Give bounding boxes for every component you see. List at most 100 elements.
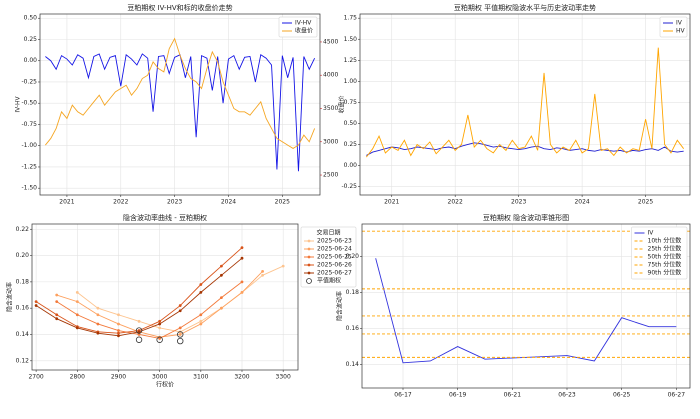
x-tick-label: 06-17 [394,392,412,399]
legend-label: IV [676,20,683,27]
y-tick-label: -0.25 [21,78,37,85]
x-tick-label: 3300 [276,374,291,381]
x-tick-label: 2700 [28,374,43,381]
point [199,313,203,317]
x-tick-label: 2023 [511,199,526,206]
legend-label: 2025-06-24 [317,246,352,253]
series-line [366,142,684,156]
legend-label: 平值期权 [317,277,341,285]
legend-box [659,16,688,38]
y-tick-label: 0.75 [344,99,358,106]
point [178,304,182,307]
x-tick-label: 2900 [111,374,126,381]
x-tick-label: 2022 [113,199,128,206]
x-tick-label: 2021 [384,199,399,206]
legend-swatch [306,278,312,284]
y-axis-label: 隐含波动率 [6,282,14,312]
y-tick-label: 0.00 [24,57,38,64]
y-tick-label: -1.00 [21,142,37,149]
legend-label: HV [676,28,686,35]
atm-marker [135,327,143,334]
y-tick-label: 1.25 [344,57,358,64]
y-tick-label: 1.50 [344,36,358,43]
atm-marker [135,336,143,343]
y2-tick-label: 3000 [323,138,338,145]
y-tick-label: 0.00 [344,162,358,169]
point [158,322,162,326]
point [96,322,100,326]
y-tick-label: 0.20 [346,253,360,260]
y-tick-label: 0.20 [16,252,30,259]
x-tick-label: 2025 [638,199,653,206]
point [220,306,223,310]
point [55,293,59,297]
x-tick-label: 3200 [234,374,249,381]
point [117,329,120,332]
y2-tick-label: 4500 [323,38,338,45]
point [199,319,203,323]
point [199,283,203,286]
x-tick-label: 2021 [59,199,74,206]
point [96,306,100,310]
point [240,246,244,250]
point [220,273,223,277]
plot-frame [39,13,321,196]
legend-swatch-marker [307,255,311,259]
point [117,331,120,335]
legend-label: 2025-06-27 [317,270,352,277]
legend-box [278,16,318,38]
point [137,330,141,334]
plot-area [360,14,690,195]
plot-frame [361,223,691,389]
point [178,333,182,336]
x-tick-label: 2024 [574,199,589,206]
y-tick-label: 0.50 [344,120,358,127]
x-tick-label: 2022 [448,199,463,206]
point [158,326,162,330]
point [178,309,182,313]
legend-box [300,226,357,288]
point [240,280,244,284]
y-tick-label: 0.14 [346,361,360,368]
series-line [365,47,685,158]
y-tick-label: 1.75 [344,15,358,22]
point [220,296,223,300]
x-tick-label: 2800 [70,374,85,381]
y-tick-label: 0.18 [346,289,360,296]
legend-box [631,226,688,280]
x-tick-label: 3000 [152,374,167,381]
y-tick-label: 0.16 [346,325,360,332]
point [75,290,79,294]
x-tick-label: 06-19 [449,392,467,399]
point [75,313,79,317]
atm-marker [156,336,163,343]
chart-title: 豆粕期权 隐含波动率锥形图 [483,213,569,222]
point [137,333,141,336]
y-tick-label: -0.75 [21,121,37,128]
point [178,326,182,330]
point [96,313,100,317]
legend-label: 90th 分位数 [648,269,682,277]
plot-area [32,224,298,370]
legend-title: 交易日期 [316,229,340,237]
point [55,300,59,304]
x-tick-label: 06-25 [613,392,631,399]
point [75,300,79,304]
x-tick-label: 06-21 [504,392,522,399]
point [117,322,120,326]
series-line [56,281,243,339]
y-tick-label: -0.25 [341,183,357,190]
point [240,290,244,294]
legend-label: IV-HV [295,20,312,27]
y-tick-label: 0.25 [24,36,38,43]
legend-label: 2025-06-25 [317,254,352,261]
point [199,322,203,326]
legend-label: 10th 分位数 [648,237,682,245]
point [55,313,59,317]
legend-label: IV [648,230,655,237]
point [261,269,264,273]
y2-tick-label: 3500 [323,105,338,112]
atm-marker [177,331,184,338]
point [55,317,59,321]
